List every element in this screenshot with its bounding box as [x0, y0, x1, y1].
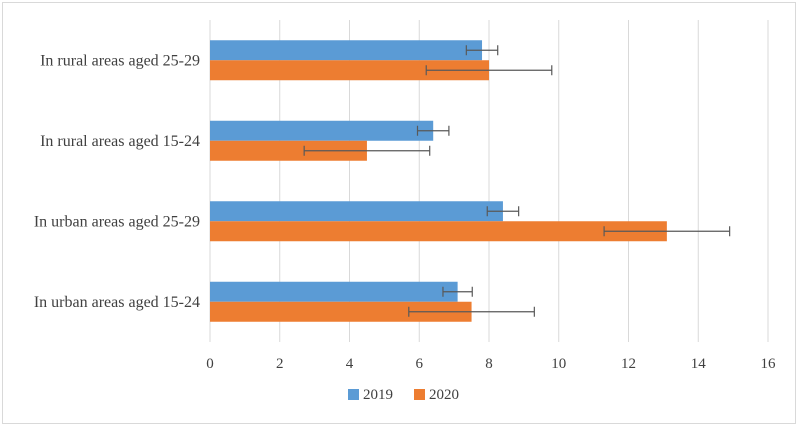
bar-2020 — [210, 60, 489, 81]
x-tick-label: 16 — [761, 356, 777, 372]
legend-swatch-2020 — [414, 389, 425, 400]
category-label: In rural areas aged 15-24 — [40, 133, 200, 150]
bar-2019 — [210, 201, 503, 222]
x-tick-label: 6 — [416, 356, 424, 372]
x-tick-label: 0 — [206, 356, 214, 372]
legend-label: 2020 — [429, 387, 459, 403]
category-label: In urban areas aged 15-24 — [34, 294, 200, 311]
category-label: In urban areas aged 25-29 — [34, 213, 200, 230]
bar-2019 — [210, 40, 483, 61]
bar-2020 — [210, 140, 367, 161]
bar-2019 — [210, 281, 458, 302]
x-tick-label: 12 — [621, 356, 636, 372]
bar-2020 — [210, 301, 472, 322]
x-tick-label: 4 — [346, 356, 354, 372]
legend-swatch-2019 — [348, 389, 359, 400]
category-label: In rural areas aged 25-29 — [40, 52, 200, 69]
x-tick-label: 14 — [691, 356, 707, 372]
bar-2019 — [210, 120, 434, 141]
x-tick-label: 8 — [485, 356, 493, 372]
x-tick-label: 2 — [276, 356, 284, 372]
bar-2020 — [210, 221, 667, 242]
x-tick-label: 10 — [551, 356, 566, 372]
legend-label: 2019 — [363, 387, 393, 403]
